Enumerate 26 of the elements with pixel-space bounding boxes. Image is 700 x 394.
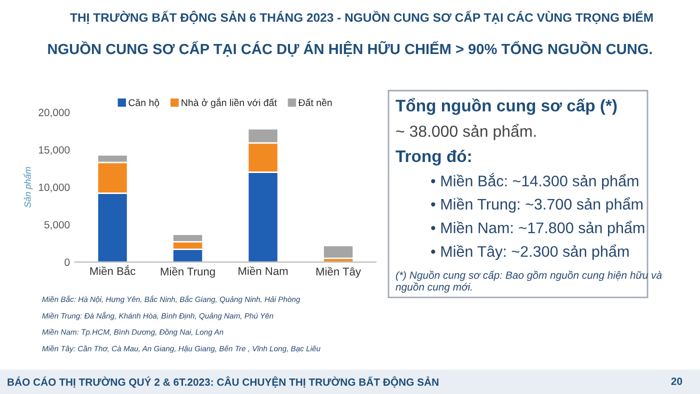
y-axis-title: Sản phẩm: [23, 166, 33, 208]
y-tick-label: 5,000: [44, 221, 70, 230]
legend-label: Đất nền: [298, 98, 332, 106]
chart-subtitle: NGUỒN CUNG SƠ CẤP TẠI CÁC DỰ ÁN HIỆN HỮU CHIẾM > 90% TỔNG NGUỒN CUNG.: [48, 40, 652, 57]
text: Tổng nguồn cung sơ cấp (*): [396, 98, 617, 115]
x-tick-label: Miền Bắc: [90, 265, 136, 276]
y-tick-label: 15,000: [38, 146, 70, 155]
x-tick-label: Miền Nam: [238, 266, 288, 276]
text: • Miền Tây: ~2.300 sản phẩm: [431, 244, 629, 260]
text: ~ 38.000 sản phẩm.: [396, 124, 536, 140]
text: Trong đó:: [396, 150, 471, 166]
x-tick-label: Miền Tây: [316, 266, 362, 278]
x-tick-label: Miền Trung: [160, 266, 215, 278]
text: 20: [671, 378, 682, 385]
y-tick-label: 20,000: [38, 108, 70, 118]
chart-title: THỊ TRƯỜNG BẤT ĐỘNG SẢN 6 THÁNG 2023 - NGUỒN CUNG SƠ CẤP TẠI CÁC VÙNG TRỌNG ĐIỂM: [70, 10, 653, 24]
bar: [322, 244, 354, 259]
text: • Miền Bắc: ~14.300 sản phẩm: [431, 173, 638, 190]
text: (*) Nguồn cung sơ cấp: Bao gồm nguồn cung hiện hữu và nguồn cung mới.: [396, 270, 662, 293]
y-tick-label: 10,000: [38, 184, 70, 192]
y-tick-label: 0: [64, 258, 70, 266]
text: • Miền Nam: ~17.800 sản phẩm: [431, 220, 644, 236]
legend-label: Nhà ở gắn liền với đất: [182, 98, 277, 108]
legend-label: Căn hộ: [128, 98, 160, 108]
text: BÁO CÁO THỊ TRƯỜNG QUÝ 2 & 6T.2023: CÂU CHUYỆN THỊ TRƯỜNG BẤT ĐỘNG SẢN: [8, 376, 438, 388]
text: • Miền Trung: ~3.700 sản phẩm: [431, 197, 642, 213]
